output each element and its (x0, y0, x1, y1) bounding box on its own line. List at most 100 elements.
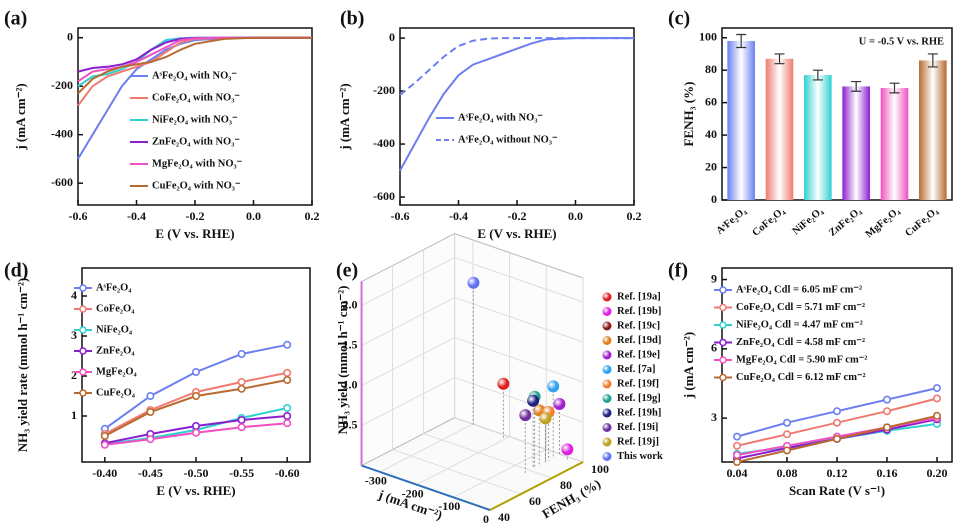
panel-letter: (d) (4, 260, 28, 282)
legend-label: Ref. [19e] (617, 349, 660, 360)
legend-marker (602, 350, 612, 360)
point (497, 377, 510, 390)
x-tick-label: -0.55 (229, 466, 254, 480)
y-tick-label: 0 (711, 192, 717, 206)
legend-label: This work (617, 451, 663, 462)
series-line (399, 37, 634, 172)
point (283, 403, 292, 412)
legend-label: Ref. [7a] (617, 364, 655, 375)
legend-label: NiFe₂O₄ Cdl = 4.47 mF cm⁻² (736, 319, 863, 330)
legend-label: AˢFe₂O₄ with NO₃⁻ (152, 70, 237, 81)
x-axis (361, 464, 491, 511)
grid-line (392, 449, 522, 495)
point (146, 391, 155, 400)
x-tick-label: 0.16 (877, 466, 898, 480)
point (283, 375, 292, 384)
y-tick-label: 9 (711, 271, 717, 285)
legend-marker (602, 379, 612, 389)
point (237, 349, 246, 358)
grid-line (454, 377, 584, 423)
legend-marker (79, 368, 87, 376)
z-tick-label: 2.0 (343, 297, 358, 311)
legend-marker (602, 336, 612, 345)
x-tick-label: 0 (483, 512, 489, 526)
y-tick-label: 40 (705, 127, 717, 141)
y-axis-label: FENH₃ (%) (681, 82, 696, 147)
x-tick-label: CoFe₂O₄ (751, 205, 788, 239)
y-tick-label: 20 (705, 159, 717, 173)
legend-label: Ref. [19g] (617, 393, 661, 404)
point (539, 412, 552, 425)
y-tick-label: 60 (705, 94, 717, 108)
x-tick-label: AˢFe₂O₄ (714, 205, 749, 237)
legend-marker (719, 373, 727, 382)
x-tick-label: 0.20 (927, 466, 948, 480)
y-tick-label: 60 (529, 494, 541, 508)
y-tick-label: 0 (67, 29, 73, 43)
point (192, 428, 201, 437)
legend-label: Ref. [19i] (617, 422, 658, 433)
panel-letter: (f) (668, 260, 688, 282)
y-tick-label: 100 (699, 29, 717, 43)
x-tick-label: MgFe₂O₄ (864, 205, 903, 240)
error-bar (774, 53, 785, 65)
point (782, 418, 791, 427)
bar (804, 75, 832, 200)
legend-marker (602, 423, 612, 432)
z-axis-label: NH₃ yield (mmol h⁻¹ cm⁻²) (335, 286, 350, 435)
legend-label: MgFe₂O₄ with NO₃⁻ (152, 158, 243, 169)
bar (880, 88, 909, 200)
legend-marker (79, 305, 87, 313)
x-axis-label: E (V vs. RHE) (156, 483, 235, 498)
point (283, 368, 292, 377)
point (237, 415, 246, 424)
legend-label: NiFe₂O₄ with NO₃⁻ (152, 114, 238, 125)
point (100, 440, 109, 449)
grid-line (454, 297, 584, 343)
legend-label: AˢFe₂O₄ without NO₃⁻ (458, 134, 558, 145)
y-tick-label: -600 (51, 175, 73, 189)
legend-label: CoFe₂O₄ with NO₃⁻ (152, 92, 240, 103)
legend-marker (602, 307, 612, 316)
point (732, 432, 741, 441)
point (519, 409, 532, 422)
x-tick-label: -0.2 (508, 209, 527, 223)
x-tick-label: -0.45 (138, 466, 163, 480)
x-axis-label: Scan Rate (V s⁻¹) (789, 483, 885, 498)
legend-marker (602, 292, 612, 302)
legend-marker (719, 321, 727, 329)
grid-line (361, 297, 455, 346)
point (527, 394, 540, 407)
legend-marker (719, 303, 727, 312)
bar (765, 58, 794, 201)
y-tick-label: -400 (373, 136, 395, 150)
point (283, 340, 292, 349)
x-tick-label: ZnFe₂O₄ (827, 205, 864, 239)
error-bar (851, 80, 862, 92)
point (832, 407, 841, 416)
point (732, 451, 741, 460)
annotation: U = -0.5 V vs. RHE (859, 36, 944, 47)
x-tick-label: 0.2 (305, 209, 320, 223)
point (782, 430, 791, 439)
legend-label: CuFe₂O₄ (96, 387, 136, 398)
legend-label: ZnFe₂O₄ Cdl = 4.58 mF cm⁻² (736, 337, 865, 348)
y-axis-label: j (mA cm⁻²) (337, 83, 352, 150)
legend-label: Ref. [19h] (617, 407, 661, 418)
grid-line (423, 433, 553, 479)
legend-marker (602, 365, 612, 374)
y-tick-label: -200 (51, 78, 73, 92)
legend-marker (79, 389, 87, 397)
legend-marker (602, 321, 612, 331)
y-tick-label: -200 (373, 83, 395, 97)
legend-marker (602, 452, 612, 461)
x-tick-label: -300 (365, 474, 387, 488)
x-tick-label: -0.60 (275, 466, 300, 480)
legend-marker (602, 437, 612, 447)
y-tick-label: -400 (51, 126, 73, 140)
legend-label: MgFe₂O₄ (96, 366, 138, 377)
error-bar (812, 69, 823, 81)
x-tick-label: 0.2 (627, 209, 642, 223)
point (283, 419, 292, 428)
